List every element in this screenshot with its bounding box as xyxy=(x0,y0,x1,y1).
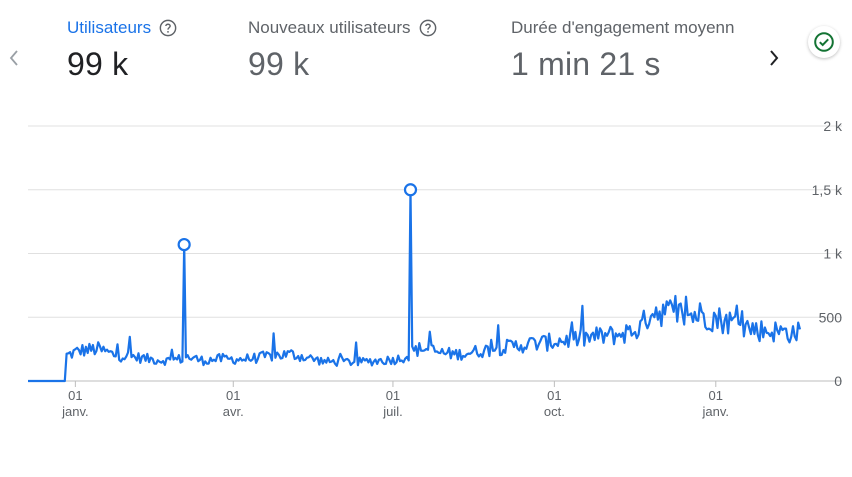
previous-metric-button[interactable] xyxy=(4,44,24,72)
x-tick-label: 01 xyxy=(547,388,561,403)
y-tick-label: 1,5 k xyxy=(812,182,843,198)
status-badge[interactable] xyxy=(808,26,840,58)
check-circle-icon xyxy=(814,32,834,52)
metric-label: Durée d'engagement moyenn xyxy=(511,18,735,37)
metric-tab-users[interactable]: Utilisateurs 99 k xyxy=(67,18,177,83)
y-tick-label: 0 xyxy=(834,373,842,389)
x-tick-label: oct. xyxy=(544,404,565,419)
x-tick-label: 01 xyxy=(68,388,82,403)
x-tick-label: 01 xyxy=(709,388,723,403)
series-layer xyxy=(28,183,802,383)
metric-label: Nouveaux utilisateurs xyxy=(248,18,411,37)
metric-value: 99 k xyxy=(67,46,129,82)
help-circle-icon[interactable] xyxy=(419,19,437,37)
x-tick-label: 01 xyxy=(386,388,400,403)
metric-value: 99 k xyxy=(248,46,310,82)
metric-tab-engagement-time[interactable]: Durée d'engagement moyenn 1 min 21 s xyxy=(511,18,756,83)
peak-marker xyxy=(177,237,191,252)
metric-tab-new-users[interactable]: Nouveaux utilisateurs 99 k xyxy=(248,18,437,83)
x-tick-label: 01 xyxy=(226,388,240,403)
y-tick-label: 2 k xyxy=(823,118,843,134)
x-tick-label: avr. xyxy=(223,404,244,419)
y-tick-label: 1 k xyxy=(823,246,843,262)
chevron-left-icon xyxy=(9,50,18,66)
help-circle-icon[interactable] xyxy=(159,19,177,37)
x-tick-label: janv. xyxy=(702,404,730,419)
y-axis-ticks: 0 500 1 k 1,5 k 2 k xyxy=(812,118,843,389)
peak-marker xyxy=(403,183,418,197)
grid-lines xyxy=(28,125,842,382)
series-line xyxy=(28,188,802,383)
y-tick-label: 500 xyxy=(819,309,843,325)
x-tick-label: janv. xyxy=(61,404,89,419)
chevron-right-icon xyxy=(770,50,779,66)
metric-label: Utilisateurs xyxy=(67,18,152,37)
metric-value: 1 min 21 s xyxy=(511,46,661,82)
x-tick-label: juil. xyxy=(382,404,403,419)
next-metric-button[interactable] xyxy=(764,44,784,72)
